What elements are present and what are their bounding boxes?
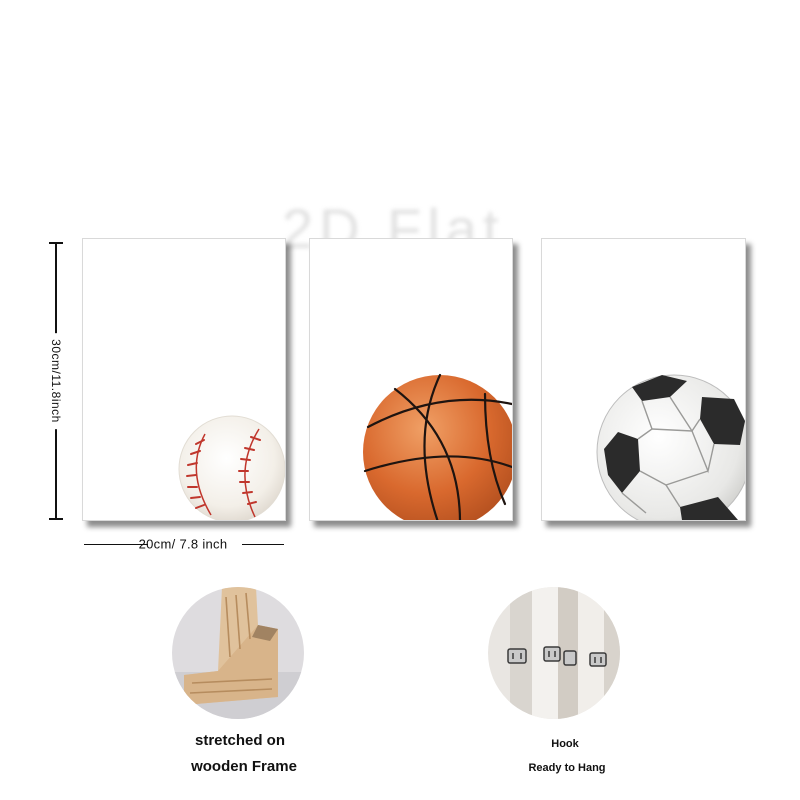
- hook-caption-line2: Ready to Hang: [528, 762, 606, 774]
- hook-caption-line1: Hook: [551, 738, 579, 750]
- canvas-panel-baseball: [82, 238, 286, 521]
- width-dimension-label: 20cm/ 7.8 inch: [138, 536, 228, 552]
- hook-photo: [488, 587, 620, 719]
- basketball-icon: [363, 373, 512, 520]
- frame-caption-line2: wooden Frame: [191, 758, 297, 775]
- canvas-panel-soccer-ball: [541, 238, 746, 521]
- height-dimension-tick-top: [49, 242, 63, 244]
- height-dimension-tick-bottom: [49, 518, 63, 520]
- wooden-frame-photo: [172, 587, 304, 719]
- width-dimension-line-left: [84, 544, 148, 545]
- height-dimension-label: 30cm/11.8inch: [47, 333, 65, 429]
- canvas-panel-basketball: [309, 238, 513, 521]
- width-dimension-line-right: [242, 544, 284, 545]
- baseball-icon: [178, 415, 285, 520]
- soccer-ball-icon: [596, 374, 745, 520]
- frame-caption-line1: stretched on: [194, 732, 286, 749]
